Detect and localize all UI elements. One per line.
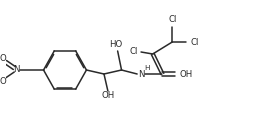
Text: O: O bbox=[0, 77, 6, 87]
Text: H: H bbox=[144, 65, 150, 71]
Text: N: N bbox=[138, 70, 144, 79]
Text: Cl: Cl bbox=[168, 16, 177, 25]
Text: Cl: Cl bbox=[129, 47, 138, 57]
Text: HO: HO bbox=[109, 40, 122, 49]
Text: O: O bbox=[0, 53, 6, 62]
Text: N: N bbox=[13, 66, 20, 75]
Text: Cl: Cl bbox=[191, 38, 199, 46]
Text: OH: OH bbox=[101, 92, 114, 100]
Text: OH: OH bbox=[179, 70, 192, 79]
